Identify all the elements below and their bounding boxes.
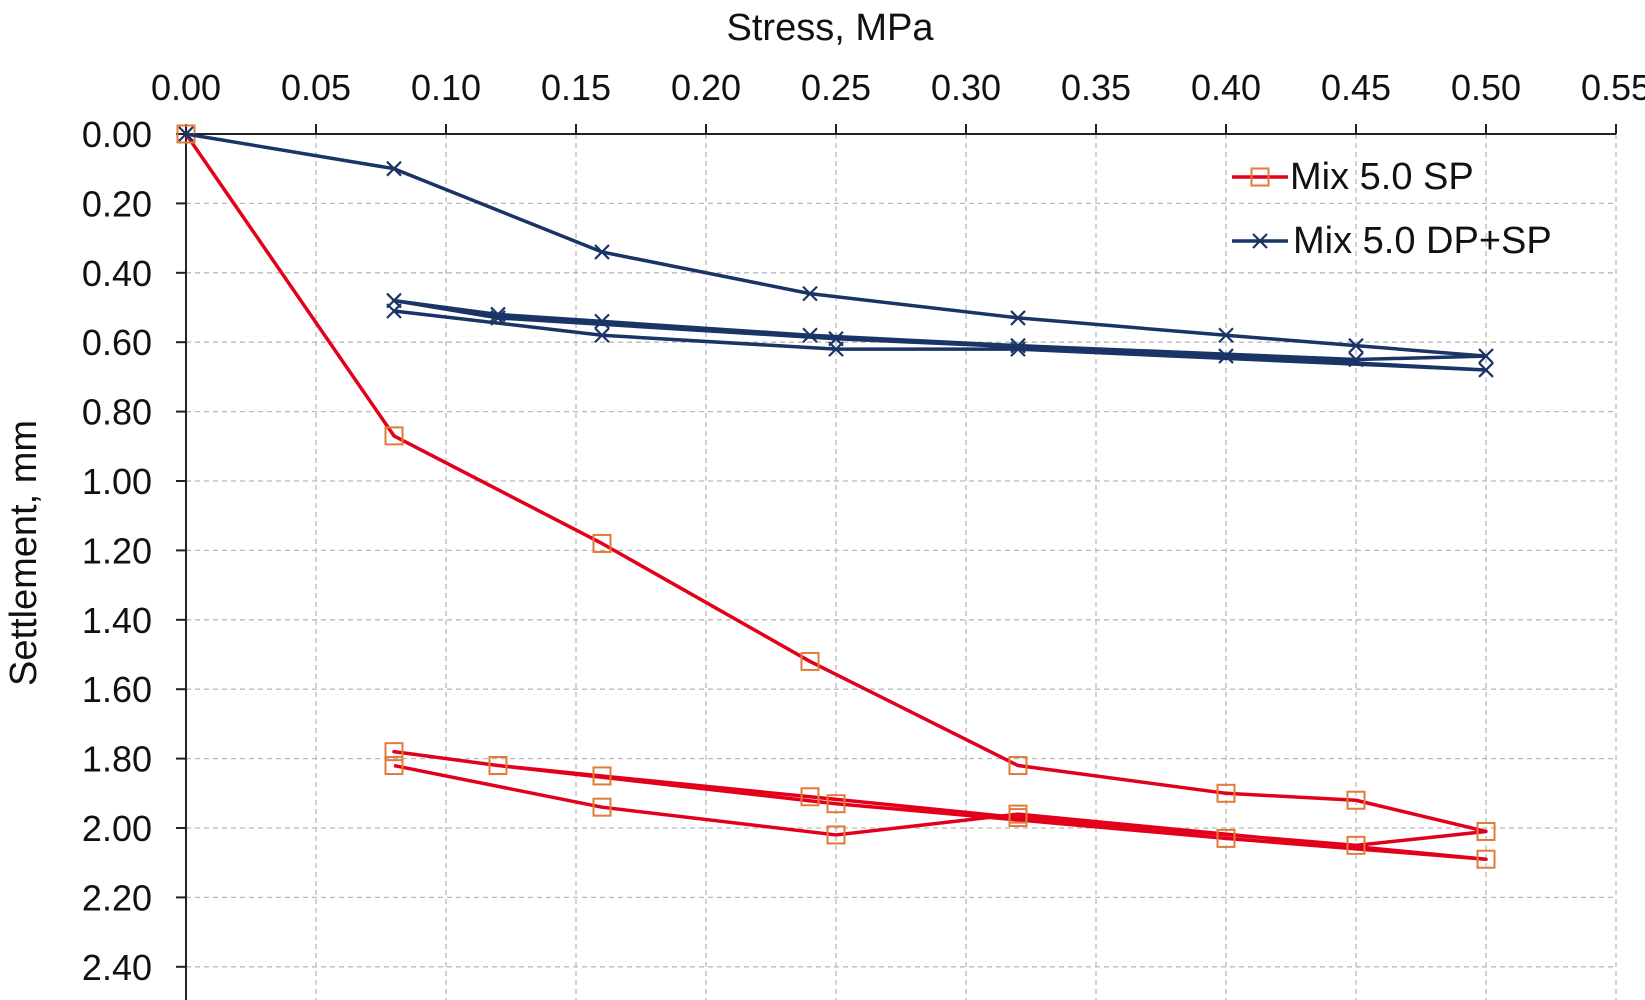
data-point	[594, 244, 610, 260]
data-point	[828, 341, 844, 357]
series-line-1	[185, 132, 1488, 372]
data-point	[592, 797, 612, 817]
data-point	[490, 310, 506, 326]
data-point	[386, 303, 402, 319]
x-tick-label: 0.35	[1061, 67, 1131, 108]
data-point	[488, 756, 508, 776]
data-point	[1216, 828, 1236, 848]
legend: Mix 5.0 SP Mix 5.0 DP+SP	[1232, 156, 1552, 262]
y-tick-label: 0.00	[82, 114, 152, 155]
grid	[186, 134, 1617, 1000]
data-point	[1348, 351, 1364, 368]
x-tick-label: 0.25	[801, 67, 871, 108]
series-line-0	[184, 133, 1488, 861]
data-point	[490, 306, 506, 323]
legend-label-dp-sp: Mix 5.0 DP+SP	[1293, 220, 1552, 262]
x-tick-label: 0.00	[151, 67, 221, 108]
data-point	[1476, 849, 1496, 869]
y-tick-label: 0.80	[82, 392, 152, 433]
data-point	[1010, 310, 1026, 326]
x-tick-label: 0.40	[1191, 67, 1261, 108]
y-axis-title: Settlement, mm	[3, 420, 45, 686]
x-tick-label: 0.20	[671, 67, 741, 108]
x-tick-label: 0.55	[1581, 67, 1645, 108]
data-point	[386, 160, 402, 177]
legend-label-sp: Mix 5.0 SP	[1290, 156, 1474, 198]
data-point	[800, 651, 820, 671]
data-point	[1346, 835, 1366, 855]
data-point	[384, 426, 404, 446]
data-point	[592, 533, 612, 553]
y-tick-label: 2.40	[82, 947, 152, 988]
y-tick-label: 2.00	[82, 808, 152, 849]
y-tick-label: 1.20	[82, 530, 152, 571]
data-point	[1010, 337, 1026, 354]
x-tick-label: 0.30	[931, 67, 1001, 108]
data-point	[1478, 362, 1494, 378]
data-point	[800, 787, 820, 807]
legend-marker-sp	[1250, 167, 1270, 187]
data-point	[1476, 821, 1496, 841]
data-point	[384, 742, 404, 762]
series-layer	[176, 124, 1496, 869]
data-point	[1348, 337, 1364, 354]
data-point	[594, 327, 610, 344]
data-point	[592, 766, 612, 786]
x-tick-label: 0.50	[1451, 67, 1521, 108]
x-axis-title: Stress, MPa	[727, 7, 935, 49]
y-tick-label: 1.80	[82, 739, 152, 780]
x-tick-label: 0.10	[411, 67, 481, 108]
data-point	[1216, 783, 1236, 803]
x-tick-label: 0.05	[281, 67, 351, 108]
axes: 0.00 0.05 0.10 0.15 0.20 0.25 0.30 0.35 0.40 0.45…	[82, 67, 1645, 1000]
data-point	[1008, 804, 1028, 824]
legend-marker-dp-sp	[1252, 233, 1268, 249]
data-point	[826, 794, 846, 814]
data-point	[384, 756, 404, 776]
data-point	[1010, 341, 1026, 357]
data-point	[1478, 348, 1494, 364]
data-point	[178, 126, 194, 142]
data-point	[802, 327, 818, 344]
data-point	[826, 825, 846, 845]
y-tick-label: 0.40	[82, 253, 152, 294]
data-point	[802, 285, 818, 302]
data-point	[1218, 327, 1234, 344]
data-point	[594, 313, 610, 330]
data-point	[1008, 756, 1028, 776]
x-tick-label: 0.15	[541, 67, 611, 108]
y-tick-label: 1.60	[82, 669, 152, 710]
x-tick-label: 0.45	[1321, 67, 1391, 108]
data-point	[1346, 790, 1366, 810]
y-tick-label: 2.20	[82, 877, 152, 918]
y-tick-label: 1.40	[82, 600, 152, 641]
y-tick-label: 1.00	[82, 461, 152, 502]
data-point	[1218, 348, 1234, 364]
y-tick-label: 0.60	[82, 322, 152, 363]
y-tick-label: 0.20	[82, 183, 152, 224]
